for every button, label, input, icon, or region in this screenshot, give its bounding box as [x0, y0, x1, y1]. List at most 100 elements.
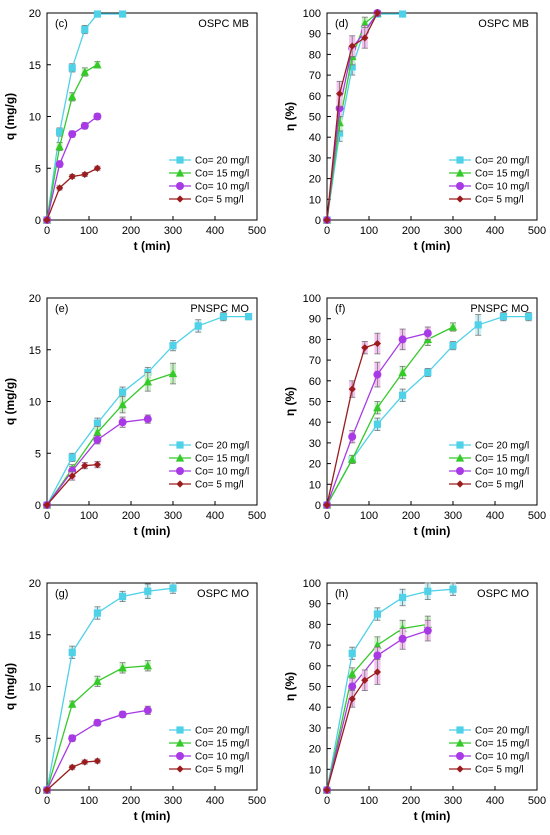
data-point [423, 626, 432, 635]
y-tick-label: 50 [309, 397, 321, 409]
data-point [474, 321, 482, 329]
legend-label: Co= 20 mg/l [475, 726, 529, 737]
panel-title: PNSPC MO [470, 303, 529, 315]
x-tick-label: 500 [248, 795, 266, 807]
x-tick-label: 100 [80, 510, 98, 522]
x-axis-label: t (min) [134, 239, 171, 253]
panel-h: 0 100 200 300 400 500 0 10 20 30 40 50 60 70 80 90 100 t … [283, 578, 546, 823]
series-s5 [323, 9, 381, 224]
data-point [68, 64, 76, 72]
x-tick-label: 200 [122, 510, 140, 522]
y-tick-label: 40 [309, 417, 321, 429]
panel-title: OSPC MO [197, 588, 249, 600]
data-point [348, 669, 357, 678]
data-point [93, 112, 102, 121]
series-line [326, 588, 454, 791]
data-point [348, 455, 357, 464]
x-tick-label: 300 [164, 795, 182, 807]
data-point [68, 130, 77, 139]
legend-label: Co= 20 mg/l [195, 156, 249, 167]
x-tick-label: 400 [206, 795, 224, 807]
legend-marker [456, 726, 464, 734]
series-s15 [42, 60, 102, 224]
data-point [68, 699, 77, 708]
x-axis-label: t (min) [414, 239, 451, 253]
legend-marker [456, 182, 464, 190]
legend-marker [456, 480, 464, 488]
data-point [373, 420, 381, 428]
data-point [373, 9, 381, 17]
y-tick-label: 90 [309, 599, 321, 611]
y-axis-label: η (%) [283, 102, 297, 131]
y-tick-label: 20 [309, 744, 321, 756]
series-line [326, 326, 454, 506]
data-point [323, 216, 331, 224]
panel-title: OSPC MB [478, 18, 529, 30]
legend-label: Co= 10 mg/l [195, 467, 249, 478]
y-tick-label: 20 [309, 174, 321, 186]
y-tick-label: 20 [309, 459, 321, 471]
y-axis-label: q (mg/g) [3, 663, 17, 710]
legend-label: Co= 10 mg/l [475, 467, 529, 478]
panel-letter: (d) [335, 18, 348, 30]
data-point [194, 322, 202, 330]
data-point [219, 313, 227, 321]
y-tick-label: 0 [35, 500, 41, 512]
y-axis-label: η (%) [283, 387, 297, 416]
legend-label: Co= 20 mg/l [475, 156, 529, 167]
y-tick-label: 60 [309, 661, 321, 673]
series-s10 [43, 112, 102, 224]
data-point [423, 329, 432, 338]
y-tick-label: 30 [309, 153, 321, 165]
series-s5 [43, 461, 101, 509]
y-tick-label: 10 [29, 682, 41, 694]
data-point [398, 335, 407, 344]
x-tick-label: 200 [402, 225, 420, 237]
data-point [449, 585, 457, 593]
y-tick-label: 100 [303, 578, 321, 590]
y-tick-label: 80 [309, 619, 321, 631]
data-point [93, 60, 102, 69]
series-s5 [323, 332, 381, 509]
x-tick-label: 400 [206, 225, 224, 237]
panel-letter: (g) [55, 588, 68, 600]
data-point [348, 649, 356, 657]
data-point [93, 461, 101, 469]
legend-marker [176, 752, 184, 760]
y-tick-label: 5 [35, 733, 41, 745]
data-point [93, 718, 102, 727]
y-axis-label: q (mg/g) [3, 93, 17, 140]
x-tick-label: 0 [324, 510, 330, 522]
legend-marker [175, 168, 185, 177]
legend-label: Co= 15 mg/l [475, 739, 529, 750]
y-axis-label: η (%) [283, 672, 297, 701]
y-tick-label: 5 [35, 163, 41, 175]
y-tick-label: 5 [35, 448, 41, 460]
x-tick-label: 200 [402, 795, 420, 807]
x-axis-label: t (min) [414, 524, 451, 538]
data-point [336, 90, 344, 98]
x-tick-label: 400 [486, 510, 504, 522]
data-point [81, 170, 89, 179]
data-point [68, 453, 76, 461]
data-point [119, 388, 127, 396]
data-point [143, 377, 152, 386]
data-point [348, 695, 356, 703]
y-tick-label: 70 [309, 70, 321, 82]
series-s15 [322, 615, 432, 794]
data-point [399, 593, 407, 602]
legend-label: Co= 20 mg/l [475, 441, 529, 452]
legend: Co= 20 mg/l Co= 15 mg/l Co= 10 mg/l Co= 5 m… [169, 441, 249, 491]
y-tick-label: 10 [309, 764, 321, 776]
data-point [56, 128, 64, 136]
data-point [81, 758, 89, 766]
data-point [336, 129, 344, 137]
data-point [499, 313, 507, 321]
y-tick-label: 80 [309, 334, 321, 346]
legend-label: Co= 20 mg/l [195, 441, 249, 452]
legend-label: Co= 15 mg/l [475, 169, 529, 180]
x-axis-label: t (min) [134, 809, 171, 823]
legend-marker [456, 156, 464, 164]
data-point [398, 368, 407, 377]
